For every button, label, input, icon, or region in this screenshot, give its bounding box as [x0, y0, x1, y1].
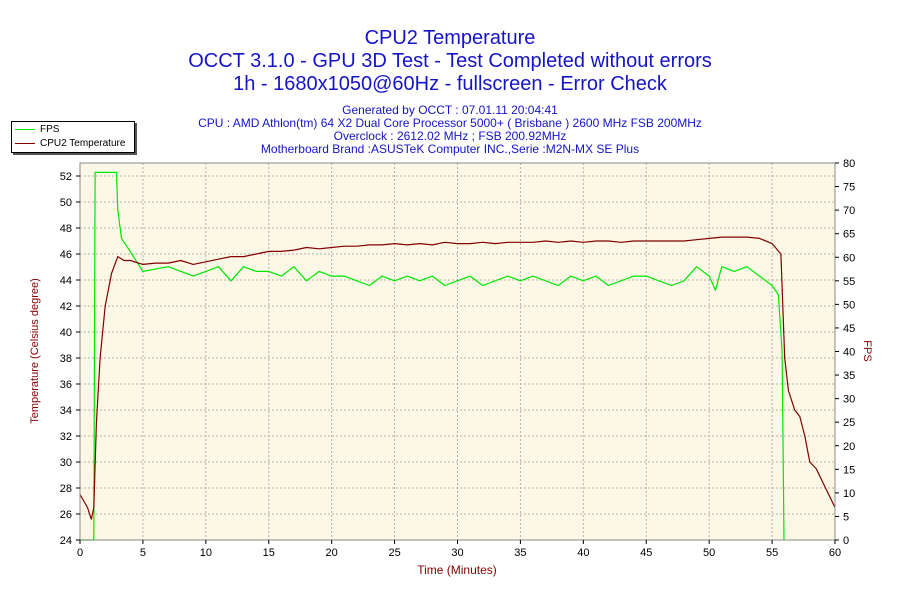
- legend-swatch-fps: [15, 128, 35, 130]
- y2-tick-label: 30: [843, 394, 855, 406]
- x-tick-label: 10: [200, 547, 212, 559]
- y2-tick-label: 75: [843, 182, 855, 194]
- y-tick-label: 40: [60, 327, 72, 339]
- chart-subtitle-mode: 1h - 1680x1050@60Hz - fullscreen - Error…: [233, 73, 667, 95]
- y-tick-label: 50: [60, 197, 72, 209]
- y2-tick-label: 0: [843, 535, 849, 547]
- legend-label-fps: FPS: [40, 124, 60, 135]
- legend-item-fps: FPS: [15, 123, 59, 136]
- series-layer: [79, 171, 836, 541]
- series-line-fps: [80, 171, 785, 541]
- y2-tick-label: 10: [843, 488, 855, 500]
- y-tick-label: 34: [60, 405, 72, 417]
- y-tick-label: 36: [60, 379, 72, 391]
- legend-item-temp: CPU2 Temperature: [15, 137, 125, 150]
- motherboard-info: Motherboard Brand :ASUSTeK Computer INC.…: [260, 142, 640, 156]
- y2-tick-label: 40: [843, 347, 855, 359]
- chart-title: CPU2 Temperature: [364, 27, 536, 49]
- x-axis-label: Time (Minutes): [417, 563, 497, 577]
- series-line-temperature: [79, 236, 836, 520]
- x-tick-label: 55: [766, 547, 778, 559]
- y-tick-label: 24: [60, 535, 72, 547]
- x-tick-label: 35: [514, 547, 526, 559]
- legend-label-temp: CPU2 Temperature: [40, 138, 126, 149]
- generated-info: Generated by OCCT : 07.01.11 20:04:41: [342, 103, 558, 117]
- chart-subtitle-test: OCCT 3.1.0 - GPU 3D Test - Test Complete…: [188, 50, 712, 72]
- x-tick-label: 45: [640, 547, 652, 559]
- y2-tick-label: 5: [843, 511, 849, 523]
- x-tick-label: 40: [577, 547, 589, 559]
- x-tick-label: 60: [829, 547, 841, 559]
- y-tick-label: 30: [60, 457, 72, 469]
- y-tick-label: 46: [60, 249, 72, 261]
- y-axis-label: Temperature (Celsius degree): [29, 278, 41, 424]
- y2-tick-label: 55: [843, 276, 855, 288]
- overclock-info: Overclock : 2612.02 MHz ; FSB 200.92MHz: [333, 129, 567, 143]
- x-tick-label: 0: [77, 547, 83, 559]
- y-tick-label: 52: [60, 171, 72, 183]
- y2-tick-label: 80: [843, 158, 855, 170]
- grid-lines: [79, 163, 836, 541]
- x-tick-label: 25: [388, 547, 400, 559]
- y-tick-label: 32: [60, 431, 72, 443]
- x-tick-label: 20: [326, 547, 338, 559]
- y-tick-label: 42: [60, 301, 72, 313]
- y2-tick-label: 70: [843, 205, 855, 217]
- legend-swatch-temp: [15, 142, 35, 144]
- y2-tick-label: 60: [843, 252, 855, 264]
- axes-layer: 0 5 10 15 20 25 30 35 40 45 50 55 602426283032343638…: [60, 158, 856, 559]
- chart-legend: FPS CPU2 Temperature: [11, 121, 135, 153]
- y2-tick-label: 35: [843, 370, 855, 382]
- y-tick-label: 44: [60, 275, 72, 287]
- y2-tick-label: 65: [843, 229, 855, 241]
- y-tick-label: 28: [60, 483, 72, 495]
- y2-tick-label: 45: [843, 323, 855, 335]
- y2-tick-label: 50: [843, 299, 855, 311]
- cpu-info: CPU : AMD Athlon(tm) 64 X2 Dual Core Pro…: [198, 116, 702, 130]
- x-tick-label: 5: [140, 547, 146, 559]
- x-tick-label: 15: [263, 547, 275, 559]
- y2-axis-label: FPS: [861, 340, 873, 361]
- y-tick-label: 26: [60, 509, 72, 521]
- y-tick-label: 48: [60, 223, 72, 235]
- y2-tick-label: 15: [843, 464, 855, 476]
- x-tick-label: 50: [703, 547, 715, 559]
- y-tick-label: 38: [60, 353, 72, 365]
- y2-tick-label: 20: [843, 441, 855, 453]
- y2-tick-label: 25: [843, 417, 855, 429]
- x-tick-label: 30: [451, 547, 463, 559]
